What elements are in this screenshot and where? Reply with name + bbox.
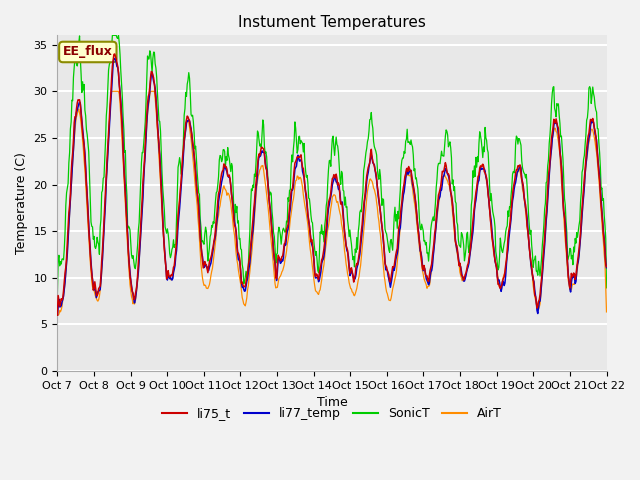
SonicT <box>603 285 611 291</box>
AirT <box>108 88 115 94</box>
li75_t <box>177 186 184 192</box>
li75_t <box>111 51 118 57</box>
Legend: li75_t, li77_temp, SonicT, AirT: li75_t, li77_temp, SonicT, AirT <box>157 402 507 425</box>
SonicT <box>63 185 71 191</box>
li75_t <box>54 312 61 318</box>
li75_t <box>63 240 71 245</box>
SonicT <box>399 155 407 161</box>
Line: li75_t: li75_t <box>58 54 607 315</box>
li75_t <box>415 238 423 244</box>
AirT <box>54 312 61 318</box>
SonicT <box>121 150 129 156</box>
li75_t <box>205 259 213 265</box>
SonicT <box>54 291 61 297</box>
Line: SonicT: SonicT <box>58 36 607 294</box>
SonicT <box>177 160 184 166</box>
X-axis label: Time: Time <box>317 396 348 409</box>
li77_temp <box>399 192 407 198</box>
Text: EE_flux: EE_flux <box>63 46 113 59</box>
AirT <box>415 245 423 251</box>
li77_temp <box>63 251 71 256</box>
SonicT <box>415 216 423 222</box>
SonicT <box>109 33 116 38</box>
li77_temp <box>177 195 184 201</box>
li77_temp <box>54 312 61 318</box>
Line: AirT: AirT <box>58 91 607 315</box>
li77_temp <box>121 175 129 180</box>
SonicT <box>205 245 213 251</box>
Line: li77_temp: li77_temp <box>58 58 607 315</box>
AirT <box>177 189 184 194</box>
AirT <box>63 248 71 254</box>
li75_t <box>399 185 407 191</box>
AirT <box>603 309 611 315</box>
li75_t <box>603 264 611 269</box>
li75_t <box>121 179 129 185</box>
Y-axis label: Temperature (C): Temperature (C) <box>15 152 28 254</box>
li77_temp <box>205 264 213 270</box>
li77_temp <box>110 55 118 61</box>
AirT <box>121 186 129 192</box>
li77_temp <box>603 265 611 271</box>
AirT <box>205 282 213 288</box>
Title: Instument Temperatures: Instument Temperatures <box>238 15 426 30</box>
AirT <box>399 189 407 195</box>
li77_temp <box>415 239 423 244</box>
